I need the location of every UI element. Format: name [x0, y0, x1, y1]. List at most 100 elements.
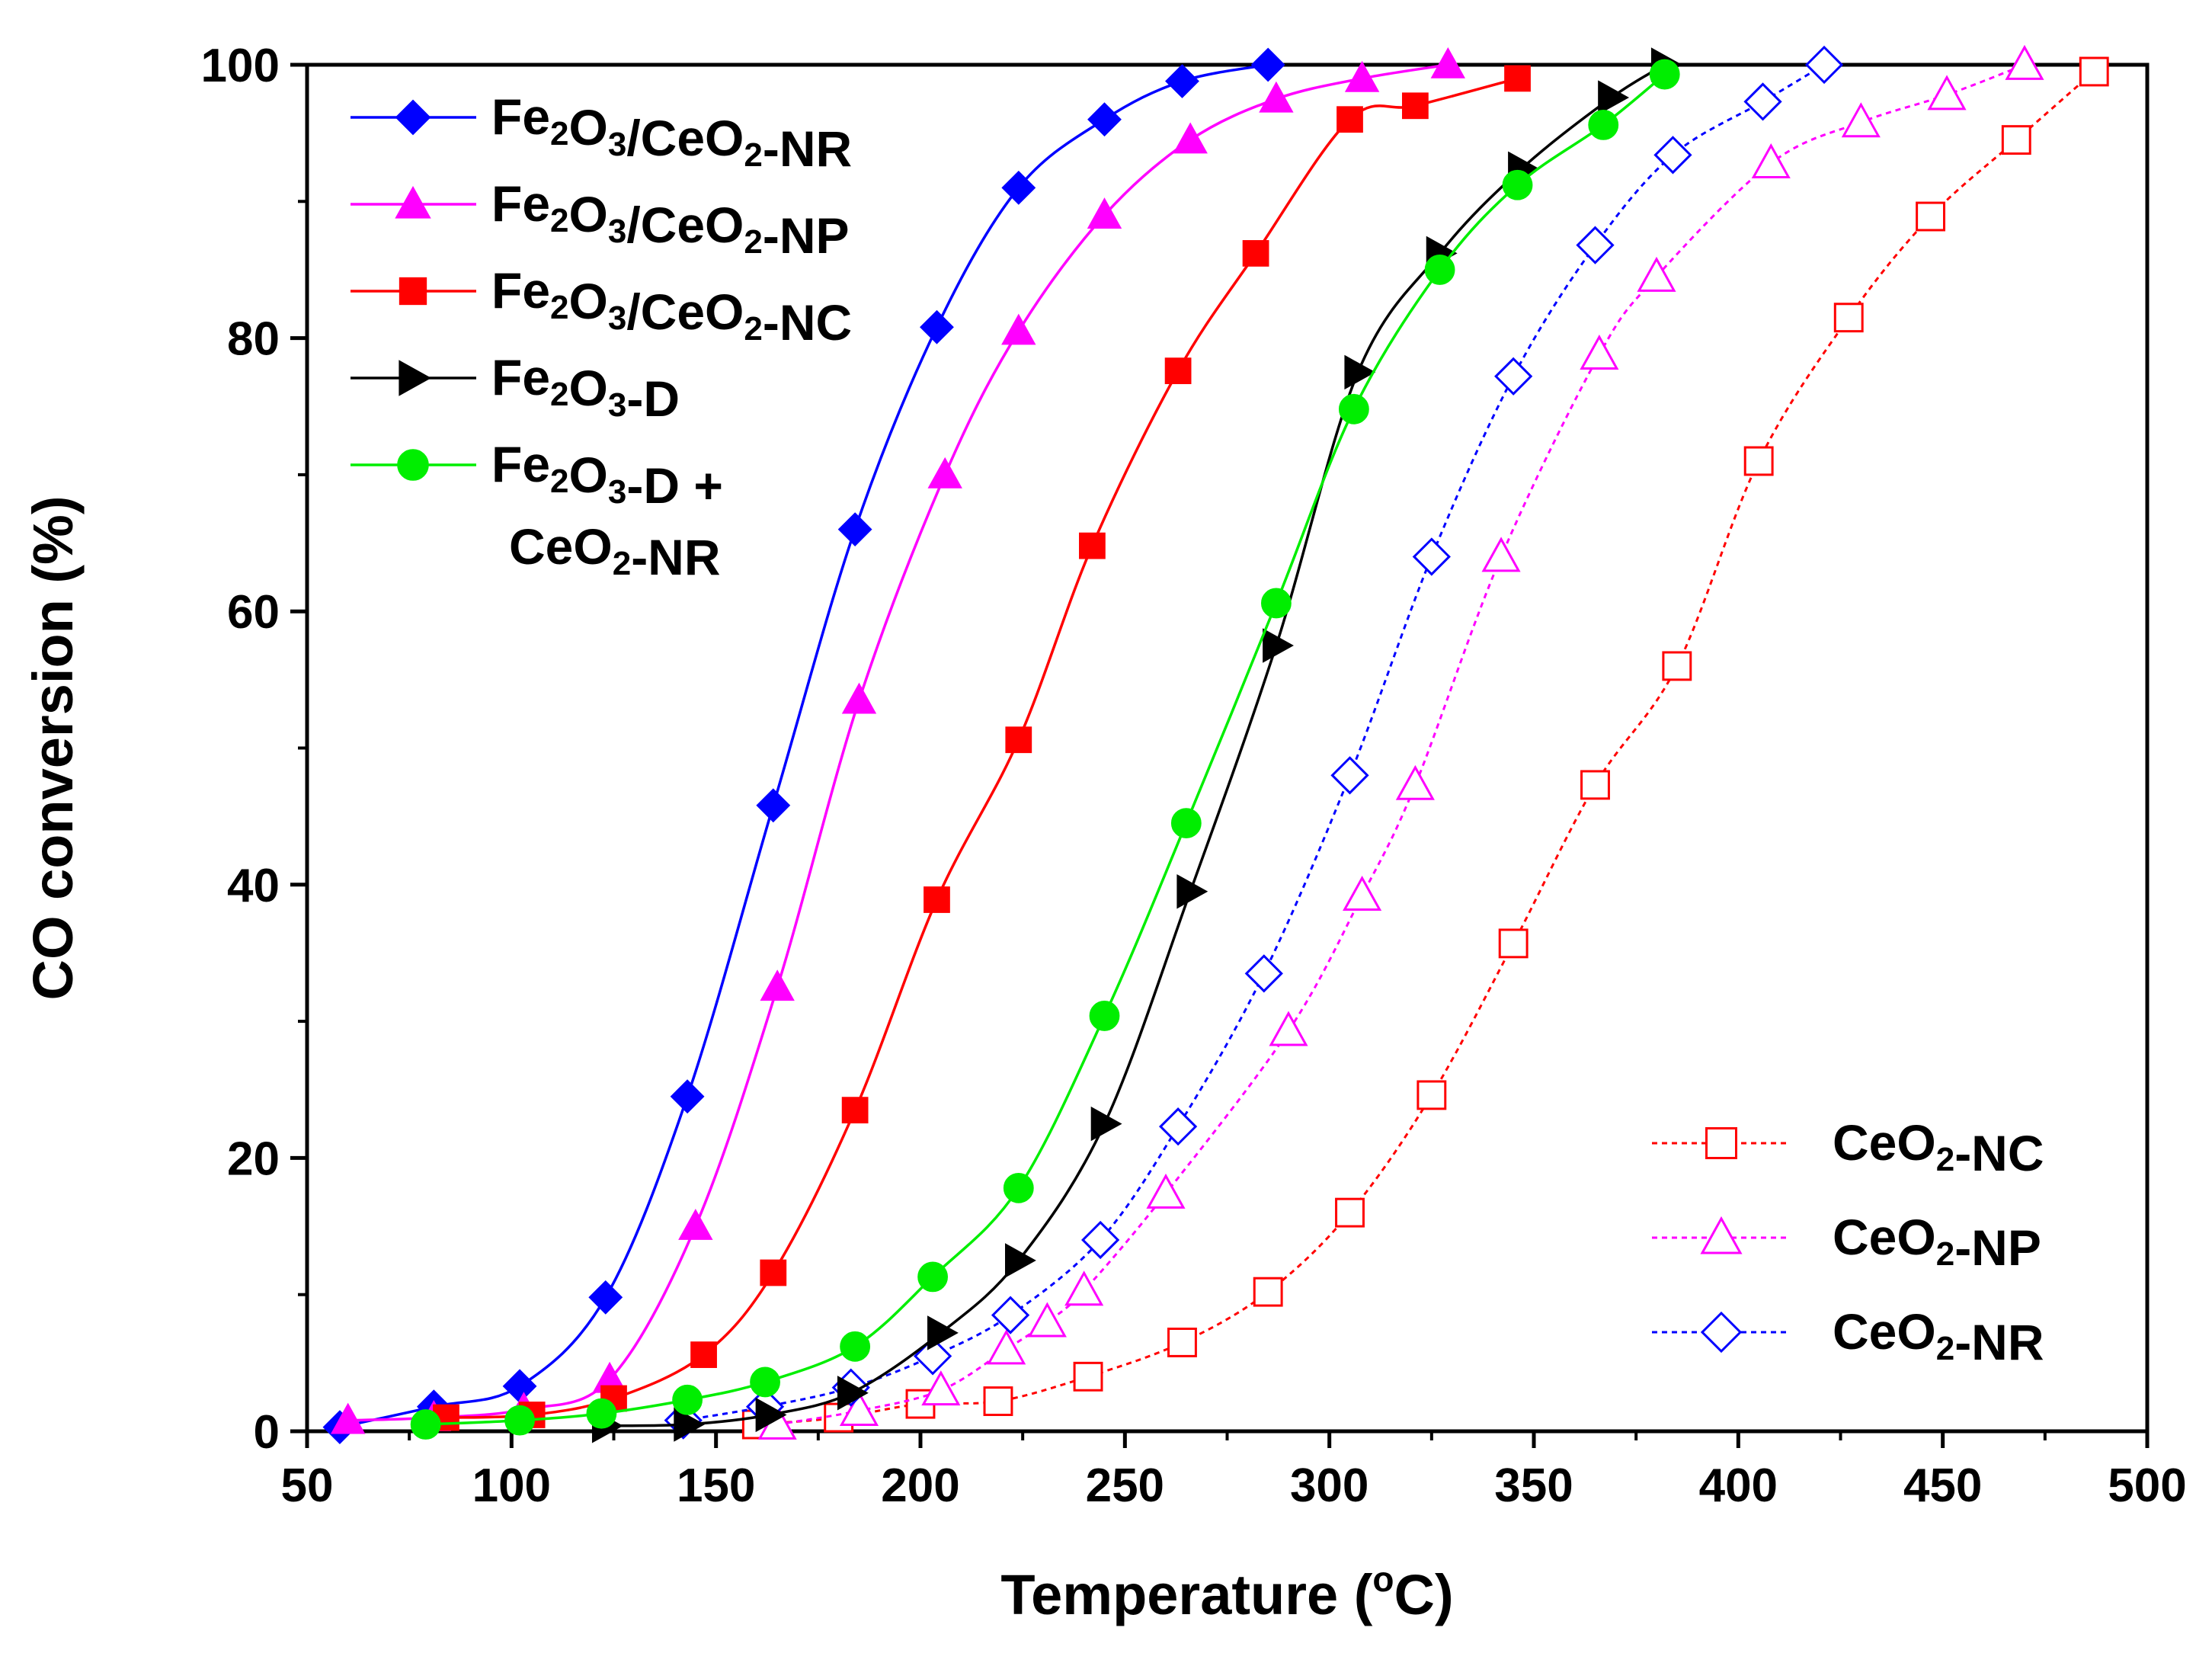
data-point — [1637, 256, 1676, 292]
data-point — [1401, 92, 1429, 120]
data-point — [1005, 1243, 1036, 1278]
x-axis-title: Temperature (oC) — [1000, 1559, 1453, 1626]
data-point — [841, 682, 877, 714]
data-point — [1001, 313, 1036, 345]
data-point — [920, 309, 954, 344]
data-point — [1261, 588, 1292, 619]
legend-label: CeO2-NR — [509, 518, 721, 585]
legend-label: Fe2O3/CeO2-NP — [491, 175, 850, 264]
legend-label: Fe2O3-D — [491, 349, 680, 427]
series-line — [425, 73, 1666, 1426]
data-point — [1170, 808, 1202, 839]
data-point — [1833, 303, 1864, 333]
legend-marker — [1705, 1127, 1737, 1159]
x-tick-label: 450 — [1903, 1459, 1982, 1512]
data-point — [1494, 357, 1533, 396]
data-point — [756, 788, 791, 823]
legend-marker — [1700, 1216, 1743, 1254]
data-point — [1395, 764, 1435, 800]
x-tick-label: 250 — [1086, 1459, 1164, 1512]
data-point — [841, 1097, 869, 1124]
data-point — [1081, 1220, 1120, 1260]
data-point — [840, 1331, 871, 1362]
data-point — [1504, 65, 1531, 92]
data-point — [1165, 64, 1199, 98]
data-point — [1430, 46, 1465, 78]
data-point — [588, 1280, 623, 1315]
legend-marker — [395, 99, 431, 136]
x-tick-label: 350 — [1494, 1459, 1573, 1512]
series-line — [347, 63, 1449, 1422]
series-fe2o3-ceo2-nr — [322, 47, 1285, 1445]
data-point — [1424, 255, 1455, 285]
data-point — [1259, 81, 1294, 113]
data-point — [917, 1261, 948, 1293]
data-point — [1417, 1080, 1447, 1110]
data-point — [1343, 876, 1382, 911]
data-point — [1580, 335, 1619, 370]
legend-entry-fe2o3-d-ceo2-nr: Fe2O3-D +CeO2-NR — [351, 436, 723, 585]
series-fe2o3-ceo2-nc — [433, 65, 1531, 1431]
data-point — [1263, 628, 1294, 663]
legend-marker — [397, 449, 429, 481]
legend-label: Fe2O3-D + — [491, 436, 723, 514]
data-point — [1090, 1106, 1122, 1142]
data-point — [924, 886, 950, 913]
data-point — [1087, 102, 1122, 137]
data-point — [1653, 136, 1692, 175]
y-tick-label: 100 — [201, 40, 280, 92]
legend-entry-fe2o3-ceo2-nr: Fe2O3/CeO2-NR — [351, 88, 852, 177]
data-point — [678, 1208, 713, 1240]
data-point — [1344, 354, 1376, 390]
series-ceo2-np — [757, 44, 2044, 1440]
data-point — [1598, 80, 1630, 115]
x-tick-label: 300 — [1290, 1459, 1368, 1512]
data-point — [1164, 357, 1192, 385]
y-tick-label: 80 — [227, 313, 280, 366]
legend-entry-ceo2-nr: CeO2-NR — [1652, 1303, 2044, 1370]
data-point — [927, 457, 962, 489]
data-point — [2001, 125, 2031, 155]
data-point — [1250, 47, 1285, 82]
data-point — [1176, 874, 1208, 909]
data-point — [1804, 45, 1844, 85]
data-point — [1003, 1172, 1034, 1203]
legend-bottom-right: CeO2-NC CeO2-NP CeO2-NR — [1652, 1114, 2044, 1370]
data-point — [674, 1407, 706, 1442]
legend-marker — [399, 277, 427, 306]
data-point — [755, 1397, 787, 1433]
data-point — [1244, 954, 1283, 993]
y-axis-title: CO conversion (%) — [21, 496, 85, 1001]
data-point — [837, 512, 872, 547]
data-point — [1173, 122, 1208, 154]
data-point — [1146, 1173, 1186, 1209]
legend-label: CeO2-NR — [1833, 1303, 2044, 1370]
data-point — [1330, 756, 1369, 795]
y-tick-label: 0 — [254, 1406, 280, 1459]
series-ceo2-nc — [741, 56, 2109, 1440]
data-point — [1027, 1302, 1067, 1338]
data-point — [1662, 651, 1692, 681]
legend-marker — [395, 185, 431, 219]
data-point — [2005, 44, 2044, 80]
data-point — [1916, 201, 1946, 232]
legend-entry-fe2o3-d: Fe2O3-D — [351, 349, 680, 427]
data-point — [1158, 1107, 1198, 1146]
legend-marker — [1700, 1311, 1743, 1354]
series-fe2o3-ceo2-np — [330, 46, 1465, 1434]
series-line — [446, 77, 1518, 1419]
legend-label: CeO2-NC — [1833, 1114, 2044, 1181]
data-point — [1580, 770, 1610, 800]
data-point — [1336, 106, 1363, 133]
data-point — [1338, 393, 1369, 425]
data-point — [1242, 240, 1269, 267]
legend-marker — [399, 360, 432, 396]
data-point — [927, 1315, 959, 1350]
x-tick-label: 400 — [1699, 1459, 1778, 1512]
data-point — [502, 1369, 537, 1404]
data-point — [672, 1384, 703, 1415]
data-point — [837, 1376, 869, 1411]
data-point — [1344, 60, 1380, 92]
data-point — [987, 1329, 1026, 1365]
